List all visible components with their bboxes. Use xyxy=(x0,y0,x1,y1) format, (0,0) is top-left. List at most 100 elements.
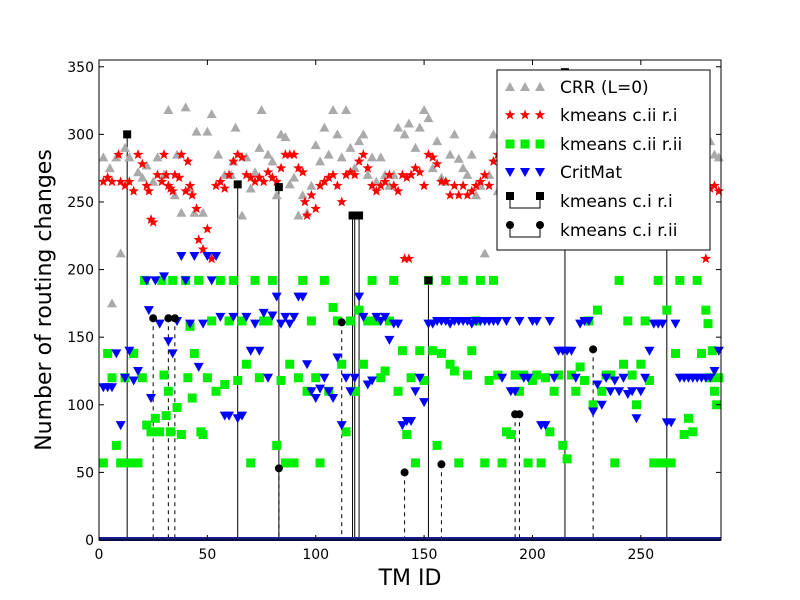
data-point xyxy=(148,176,159,186)
data-point xyxy=(588,407,599,417)
legend-stem-line xyxy=(509,225,541,238)
data-point xyxy=(183,373,193,383)
data-point xyxy=(393,319,404,329)
data-point xyxy=(163,386,173,396)
data-point xyxy=(657,319,668,329)
legend-stem-line xyxy=(509,196,541,209)
data-point xyxy=(245,183,256,193)
data-point xyxy=(169,169,181,180)
data-point xyxy=(228,155,239,166)
data-point xyxy=(440,316,451,326)
data-point xyxy=(627,370,637,380)
data-point xyxy=(245,172,256,183)
data-point xyxy=(479,248,490,258)
data-point xyxy=(254,373,264,383)
data-point xyxy=(241,169,252,180)
data-point xyxy=(375,152,386,162)
data-point xyxy=(675,275,685,285)
data-point xyxy=(103,348,113,358)
data-point xyxy=(709,386,719,396)
data-point xyxy=(115,421,126,431)
legend-marker xyxy=(534,109,546,120)
data-point xyxy=(506,430,516,440)
data-point xyxy=(410,458,420,468)
data-point xyxy=(514,316,525,326)
data-point xyxy=(271,176,282,187)
data-point xyxy=(119,180,131,191)
data-point xyxy=(371,176,382,186)
data-point xyxy=(358,129,369,139)
data-point xyxy=(644,346,655,356)
data-point xyxy=(363,316,373,326)
data-point xyxy=(713,185,725,196)
data-point xyxy=(701,305,711,315)
data-point xyxy=(219,182,230,193)
legend-box xyxy=(496,69,711,251)
data-point xyxy=(367,376,378,386)
data-point xyxy=(397,169,408,180)
data-point xyxy=(437,460,446,469)
data-point xyxy=(147,216,159,227)
x-tick-label: 100 xyxy=(302,547,329,563)
legend-marker xyxy=(504,109,516,120)
legend-marker xyxy=(519,109,531,120)
data-point xyxy=(194,275,204,285)
x-tick-label: 150 xyxy=(411,547,438,563)
data-point xyxy=(206,109,217,119)
data-point xyxy=(157,275,167,285)
data-point xyxy=(198,430,208,440)
data-point xyxy=(436,176,447,187)
data-point xyxy=(198,207,209,217)
data-point xyxy=(141,180,152,191)
data-point xyxy=(155,427,165,437)
data-point xyxy=(306,387,317,397)
legend-label: kmeans c.i r.ii xyxy=(560,221,677,241)
data-point xyxy=(419,398,430,408)
data-point xyxy=(323,387,334,397)
data-point xyxy=(191,126,202,136)
data-point xyxy=(397,346,407,356)
data-point xyxy=(258,308,269,318)
data-point xyxy=(458,163,469,173)
data-point xyxy=(362,162,373,173)
data-point xyxy=(449,366,459,376)
data-point xyxy=(328,394,339,404)
data-point xyxy=(358,359,368,369)
data-point xyxy=(232,149,243,160)
data-point xyxy=(345,142,356,152)
data-point xyxy=(167,185,178,196)
data-point xyxy=(596,400,607,410)
data-point xyxy=(332,129,343,139)
data-point xyxy=(657,458,667,468)
data-point xyxy=(453,189,464,200)
data-point xyxy=(579,375,589,385)
data-point xyxy=(597,386,607,396)
data-point xyxy=(379,176,391,187)
data-point xyxy=(267,311,278,321)
data-point xyxy=(453,153,464,163)
data-point xyxy=(358,312,369,322)
data-point xyxy=(146,394,157,404)
data-point xyxy=(536,458,546,468)
data-point xyxy=(402,430,412,440)
data-point xyxy=(168,275,178,285)
data-point xyxy=(193,234,204,245)
data-point xyxy=(228,275,238,285)
data-point xyxy=(250,319,261,329)
data-point xyxy=(301,209,313,220)
y-tick-label: 0 xyxy=(85,533,94,549)
data-point xyxy=(336,421,347,431)
data-point xyxy=(345,166,356,177)
data-point xyxy=(107,383,118,393)
data-point xyxy=(337,318,346,327)
data-point xyxy=(207,316,217,326)
data-point xyxy=(440,176,451,187)
data-point xyxy=(163,105,174,115)
data-point xyxy=(280,132,291,142)
data-point xyxy=(263,373,274,383)
data-point xyxy=(271,292,282,302)
data-point xyxy=(272,440,282,450)
data-point xyxy=(341,105,352,115)
data-point xyxy=(457,180,469,191)
data-point xyxy=(276,375,286,385)
